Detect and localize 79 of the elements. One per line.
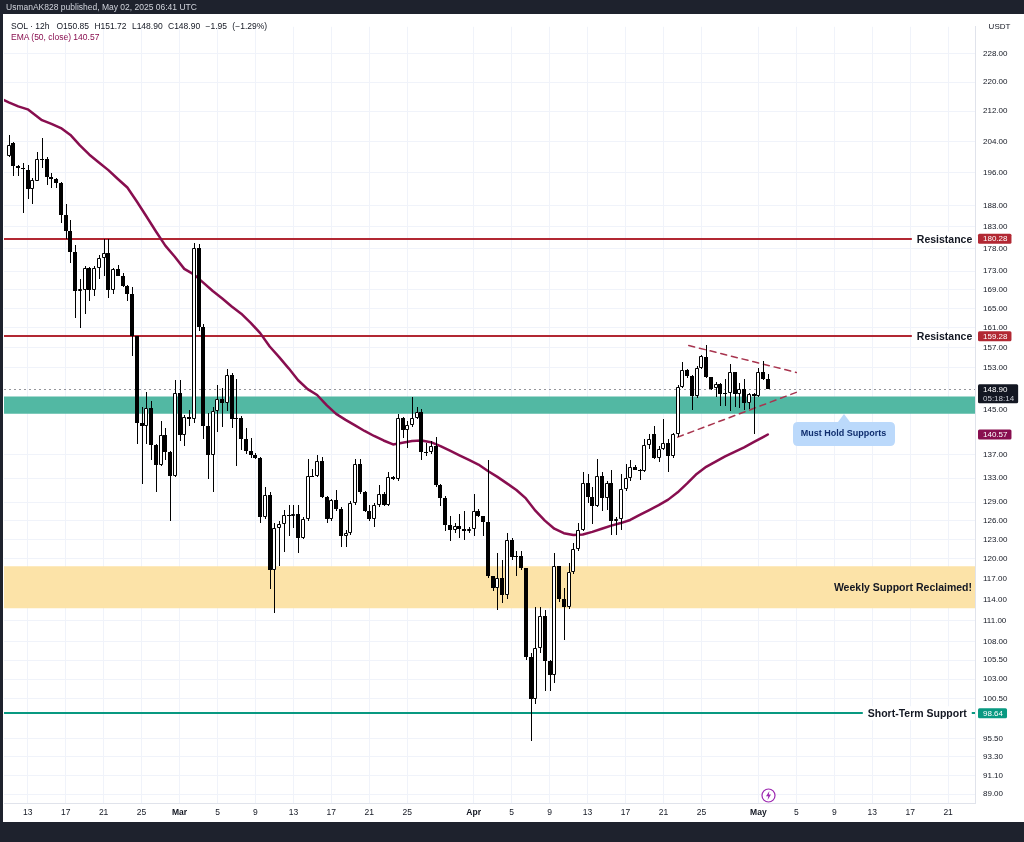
y-tick-label: 145.00 — [983, 405, 1009, 415]
x-tick-label: 21 — [364, 807, 375, 818]
x-tick-label: 5 — [215, 807, 221, 818]
y-tick-label: 108.00 — [983, 637, 1009, 647]
y-tick-label: 183.00 — [983, 222, 1009, 232]
annotation: Resistance — [916, 330, 973, 343]
y-tick-label: 103.00 — [983, 674, 1009, 684]
y-tick-label: 153.00 — [983, 363, 1009, 373]
x-tick-label: 5 — [793, 807, 799, 818]
y-tick-label: 178.00 — [983, 243, 1009, 253]
y-tick-label: 220.00 — [983, 77, 1009, 87]
x-tick-label: 25 — [402, 807, 413, 818]
candlestick — [424, 443, 428, 456]
y-tick-label: 169.00 — [983, 284, 1009, 294]
x-tick-label: 13 — [867, 807, 878, 818]
candlestick — [277, 521, 281, 566]
text: UsmanAK828 published, May 02, 2025 06:41 UTC — [6, 2, 197, 12]
ref-line-label: 180.28 — [983, 234, 1009, 244]
x-tick-label: 5 — [509, 807, 515, 818]
annotation: Short-Term Support — [867, 707, 968, 720]
ref-line-label: 98.64 — [983, 708, 1004, 718]
y-tick-label: 93.30 — [983, 752, 1004, 762]
y-tick-label: 157.00 — [983, 342, 1009, 352]
x-tick-label: 13 — [22, 807, 33, 818]
y-tick-label: 105.50 — [983, 655, 1009, 665]
y-tick-label: 140.57 — [983, 429, 1009, 439]
x-tick-label: 13 — [582, 807, 593, 818]
x-tick-label: Apr — [466, 807, 482, 818]
x-tick-label: 17 — [60, 807, 71, 818]
y-tick-label: 95.50 — [983, 733, 1004, 743]
x-tick-label: 25 — [696, 807, 707, 818]
annotation: Must Hold Supports — [800, 428, 887, 439]
chart-title: SOL · 12h — [11, 21, 50, 31]
x-tick-label: 21 — [658, 807, 669, 818]
y-tick-label: 126.00 — [983, 515, 1009, 525]
x-tick-label: 9 — [547, 807, 553, 818]
y-tick-label: 204.00 — [983, 136, 1009, 146]
ref-line-label: 159.28 — [983, 331, 1009, 341]
text: 05:18:14 — [983, 393, 1015, 403]
candlestick — [514, 551, 518, 576]
annotation: Resistance — [916, 232, 973, 245]
y-tick-label: 196.00 — [983, 168, 1009, 178]
band-label: Weekly Support Reclaimed! — [833, 581, 972, 594]
y-tick-label: 165.00 — [983, 303, 1009, 313]
x-tick-label: 9 — [831, 807, 837, 818]
y-tick-label: 120.00 — [983, 554, 1009, 564]
x-tick-label: 17 — [326, 807, 337, 818]
x-tick-label: Mar — [171, 807, 188, 818]
y-tick-label: 129.00 — [983, 497, 1009, 507]
x-tick-label: 13 — [288, 807, 299, 818]
chart-subtitle: O150.85 H151.72 L148.90 C148.90 −1.95 (−1.29%) — [56, 21, 268, 31]
candlestick — [234, 379, 238, 466]
y-tick-label: 161.00 — [983, 322, 1009, 332]
y-tick-label: 91.10 — [983, 770, 1004, 780]
candlestick — [21, 163, 25, 213]
y-axis-title: USDT — [988, 22, 1011, 32]
y-tick-label: 137.00 — [983, 449, 1009, 459]
candlestick — [140, 407, 144, 484]
y-tick-label: 89.00 — [983, 789, 1004, 799]
x-tick-label: 21 — [943, 807, 954, 818]
y-tick-label: 173.00 — [983, 266, 1009, 276]
y-tick-label: 188.00 — [983, 200, 1009, 210]
y-tick-label: 114.00 — [983, 594, 1008, 604]
y-tick-label: 123.00 — [983, 534, 1009, 544]
x-tick-label: 21 — [98, 807, 109, 818]
x-tick-label: 17 — [620, 807, 631, 818]
ref-line-label: 148.90 — [983, 384, 1009, 394]
x-tick-label: May — [750, 807, 767, 818]
x-tick-label: 9 — [253, 807, 259, 818]
y-tick-label: 228.00 — [983, 49, 1009, 59]
y-tick-label: 133.00 — [983, 473, 1009, 483]
y-tick-label: 117.00 — [983, 574, 1008, 584]
x-tick-label: 25 — [136, 807, 147, 818]
candlestick — [723, 379, 727, 406]
text: EMA (50, close) 140.57 — [11, 32, 100, 42]
y-tick-label: 111.00 — [983, 615, 1007, 625]
y-tick-label: 212.00 — [983, 106, 1009, 116]
y-tick-label: 100.50 — [983, 693, 1009, 703]
x-tick-label: 17 — [905, 807, 916, 818]
